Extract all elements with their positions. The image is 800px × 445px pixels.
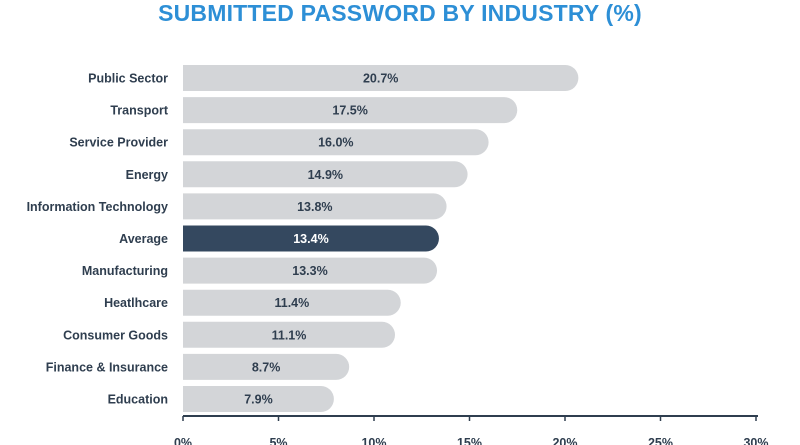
x-tick-label: 15% xyxy=(457,436,482,445)
x-tick-label: 30% xyxy=(743,436,768,445)
x-tick-label: 20% xyxy=(552,436,577,445)
bar-public-sector xyxy=(183,65,579,91)
x-axis-ticks: 0% 5% 10% 15% 20% 25% 30% xyxy=(174,416,769,445)
value-label-finance-insurance: 8.7% xyxy=(252,360,281,374)
category-label-manufacturing: Manufacturing xyxy=(82,264,168,278)
value-label-education: 7.9% xyxy=(244,393,273,407)
category-label-information-technology: Information Technology xyxy=(27,200,168,214)
x-tick-label: 25% xyxy=(648,436,673,445)
value-label-information-technology: 13.8% xyxy=(297,200,332,214)
category-label-heatlhcare: Heatlhcare xyxy=(104,296,168,310)
x-tick-label: 5% xyxy=(269,436,287,445)
bar-average xyxy=(183,225,439,252)
bar-finance-insurance xyxy=(183,353,350,380)
bar-service-provider xyxy=(183,129,489,156)
category-label-service-provider: Service Provider xyxy=(69,136,168,150)
bar-education xyxy=(183,386,334,412)
bar-consumer-goods xyxy=(183,321,396,348)
bar-energy xyxy=(183,161,468,188)
bar-manufacturing xyxy=(183,257,438,284)
bar-transport xyxy=(183,97,518,124)
category-label-education: Education xyxy=(108,393,168,407)
value-label-heatlhcare: 11.4% xyxy=(274,296,309,310)
value-label-manufacturing: 13.3% xyxy=(292,264,327,278)
chart-title: SUBMITTED PASSWORD BY INDUSTRY (%) xyxy=(158,0,642,26)
category-label-average: Average xyxy=(119,232,168,246)
value-label-average: 13.4% xyxy=(293,232,328,246)
value-label-energy: 14.9% xyxy=(308,168,343,182)
category-label-public-sector: Public Sector xyxy=(88,72,168,86)
x-tick-label: 10% xyxy=(361,436,386,445)
category-label-transport: Transport xyxy=(110,104,168,118)
x-tick-label: 0% xyxy=(174,436,192,445)
value-label-service-provider: 16.0% xyxy=(318,136,353,150)
category-label-energy: Energy xyxy=(126,168,168,182)
category-label-finance-insurance: Finance & Insurance xyxy=(46,360,168,374)
category-labels: Public Sector Transport Service Provider En… xyxy=(27,72,169,407)
category-label-consumer-goods: Consumer Goods xyxy=(63,328,168,342)
bar-heatlhcare xyxy=(183,289,401,316)
bars-group xyxy=(183,65,579,412)
bar-information-technology xyxy=(183,193,447,220)
value-label-public-sector: 20.7% xyxy=(363,72,398,86)
value-labels: 20.7% 17.5% 16.0% 14.9% 13.8% 13.4% 13.3% 11.4%… xyxy=(244,72,398,407)
value-label-consumer-goods: 11.1% xyxy=(272,328,307,342)
value-label-transport: 17.5% xyxy=(332,104,367,118)
